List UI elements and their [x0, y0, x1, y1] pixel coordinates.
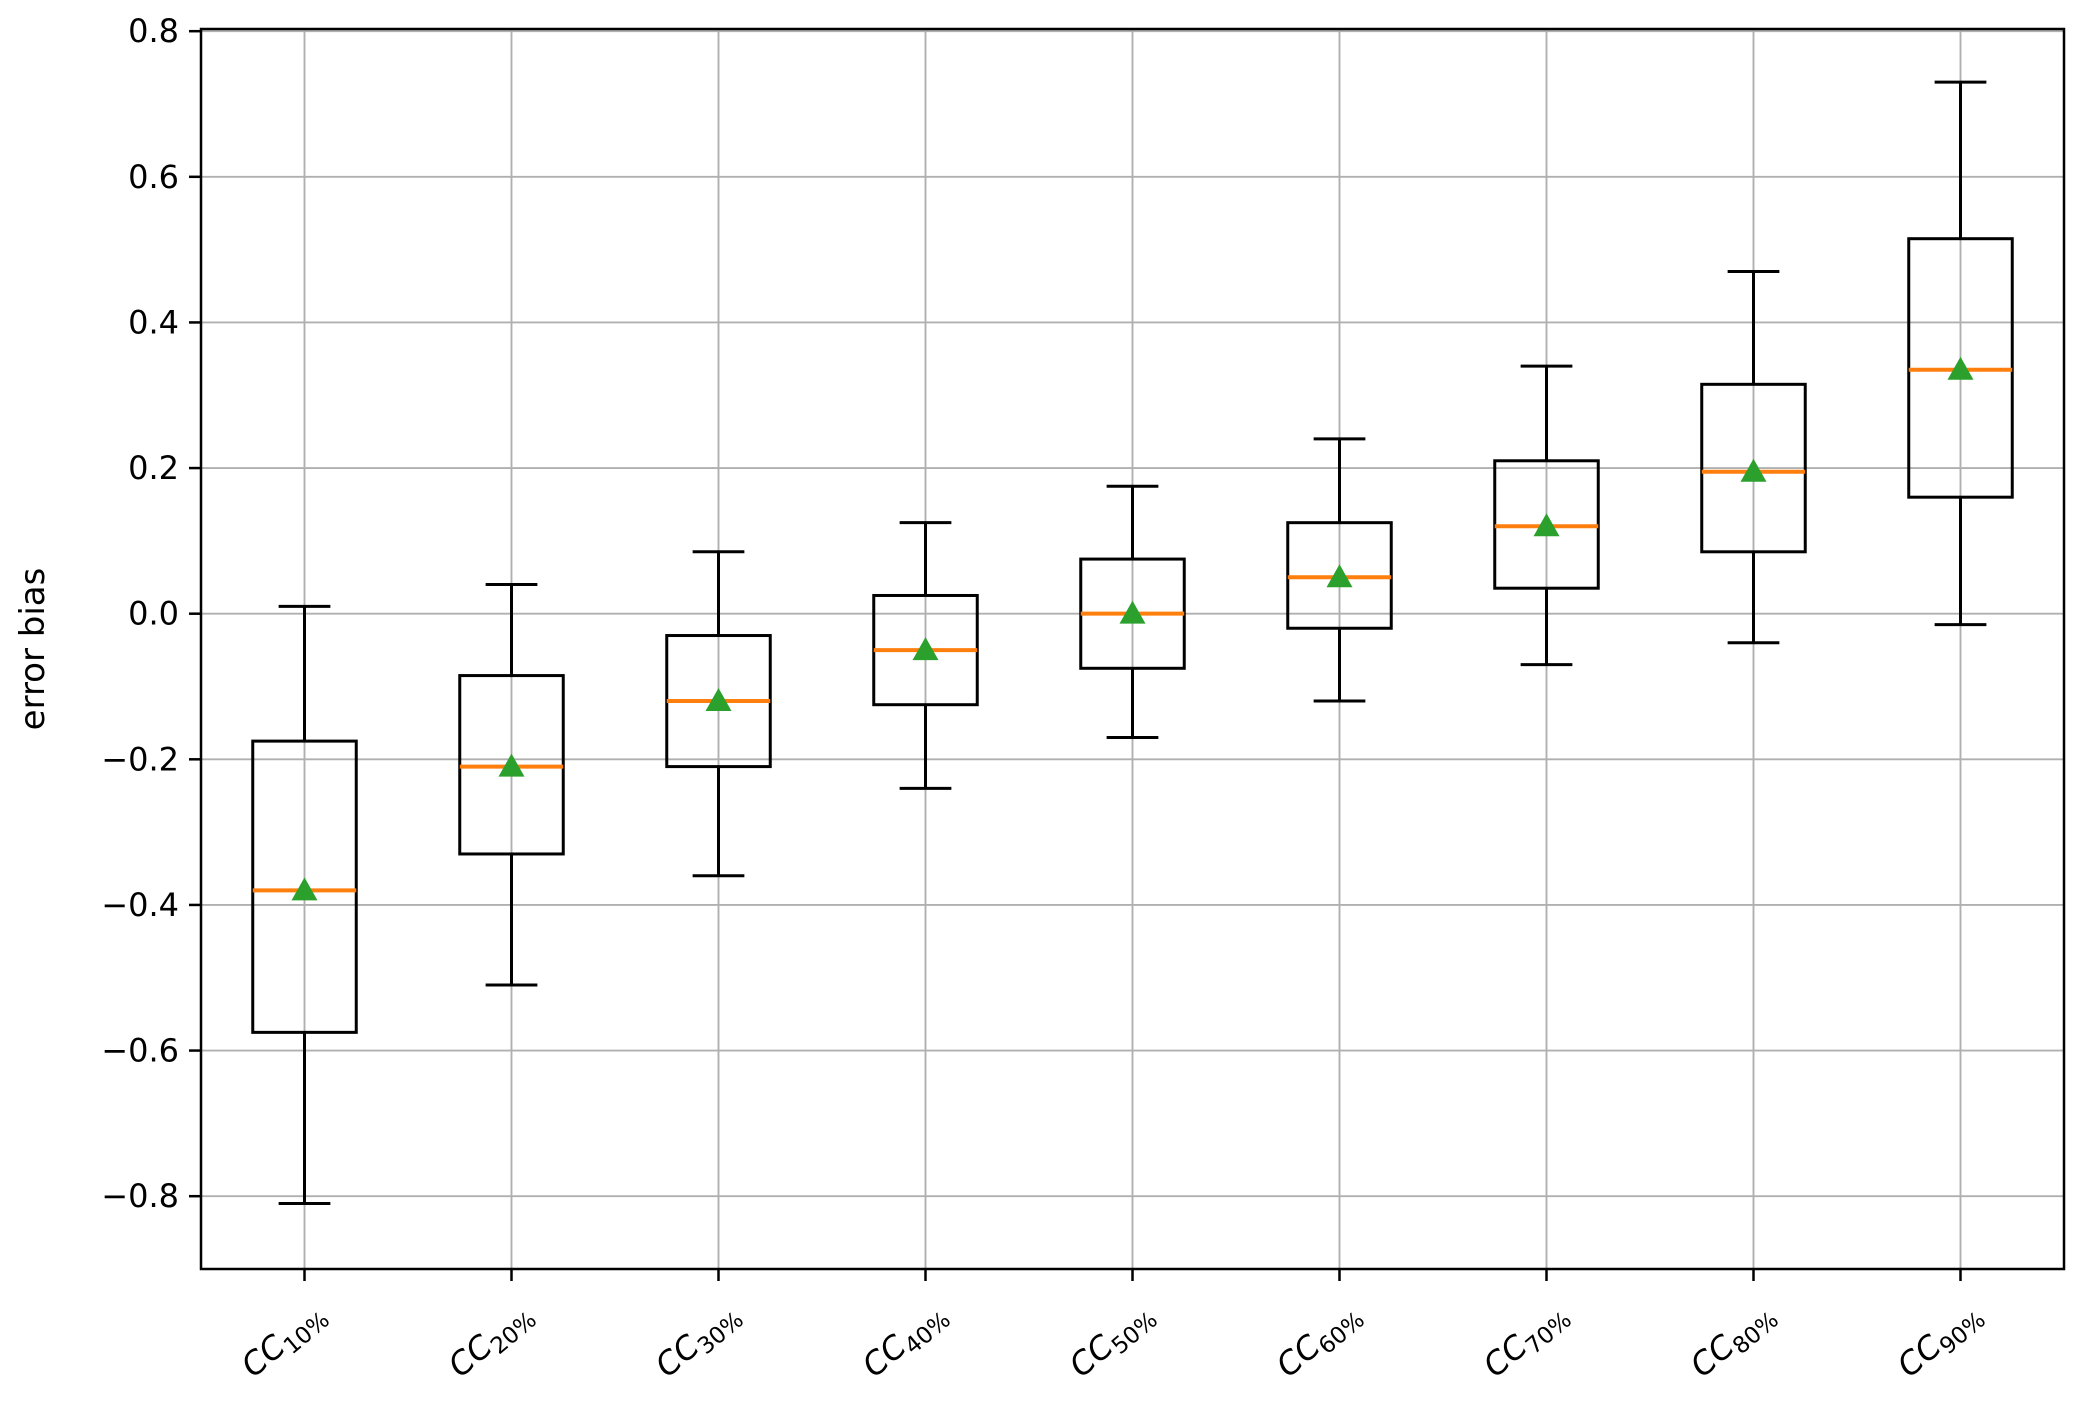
iqr-box	[1700, 382, 1807, 554]
y-axis-label: error bias	[13, 568, 53, 731]
mean-marker-icon	[498, 753, 525, 777]
box-group-CC90%	[1907, 80, 2014, 627]
mean-marker-icon	[1119, 600, 1146, 624]
mean-marker-icon	[912, 637, 939, 661]
box-group-CC10%	[251, 604, 358, 1205]
box-group-CC20%	[458, 583, 565, 987]
y-tick-label: −0.6	[101, 1032, 179, 1070]
box-group-CC30%	[665, 550, 772, 878]
mean-marker-icon	[1740, 458, 1767, 482]
box-group-CC80%	[1700, 269, 1807, 645]
box-group-CC60%	[1286, 437, 1393, 703]
y-tick-label: −0.2	[101, 740, 179, 778]
iqr-box	[251, 739, 358, 1034]
y-tick-label: −0.4	[101, 886, 179, 924]
y-tick-label: 0.6	[128, 158, 179, 196]
y-tick-label: 0.0	[128, 595, 179, 633]
box-group-CC40%	[872, 521, 979, 790]
box-group-CC70%	[1493, 364, 1600, 667]
mean-marker-icon	[1533, 513, 1560, 537]
y-tick-label: 0.8	[128, 12, 179, 50]
mean-marker-icon	[1947, 356, 1974, 380]
mean-marker-icon	[705, 688, 732, 712]
y-tick-label: 0.4	[128, 303, 179, 341]
y-tick-label: −0.8	[101, 1177, 179, 1215]
mean-marker-icon	[291, 877, 318, 901]
mean-marker-icon	[1326, 564, 1353, 588]
box-group-CC50%	[1079, 484, 1186, 739]
y-tick-label: 0.2	[128, 449, 179, 487]
